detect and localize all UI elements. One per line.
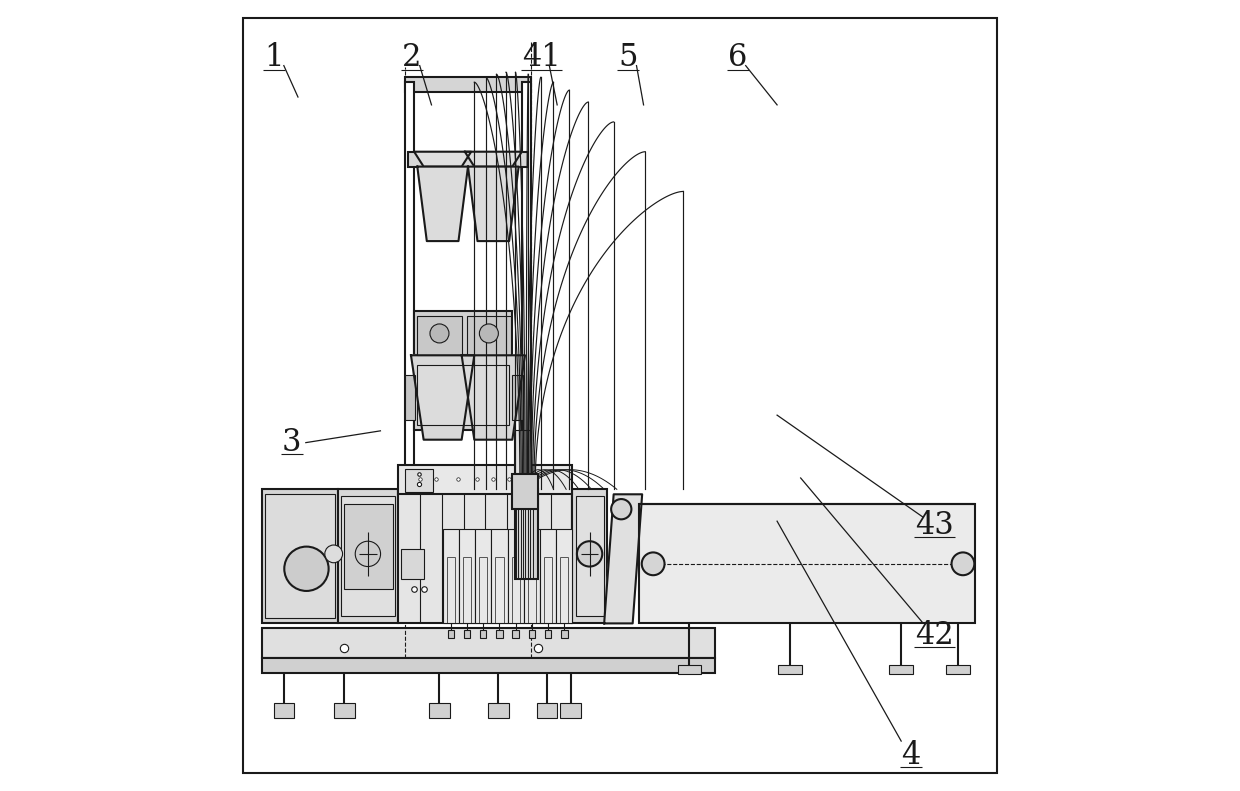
Bar <box>560 703 580 717</box>
Bar <box>490 477 502 490</box>
Circle shape <box>284 547 329 591</box>
Bar <box>274 703 294 717</box>
Text: 41: 41 <box>522 42 560 74</box>
Bar <box>404 470 433 492</box>
Bar <box>404 78 531 92</box>
Bar <box>398 490 573 623</box>
Bar <box>469 477 481 490</box>
Bar <box>262 658 715 673</box>
Bar <box>573 490 608 623</box>
Polygon shape <box>604 494 642 623</box>
Bar <box>402 549 424 579</box>
Text: 2: 2 <box>402 42 422 74</box>
Bar <box>677 665 701 675</box>
Bar <box>522 82 531 490</box>
Text: 6: 6 <box>728 42 748 74</box>
Bar <box>544 630 552 638</box>
Text: 3: 3 <box>281 427 301 458</box>
Bar <box>512 475 538 509</box>
Circle shape <box>355 541 381 566</box>
Bar <box>779 665 802 675</box>
Bar <box>556 477 568 490</box>
Bar <box>512 375 523 420</box>
Bar <box>429 703 450 717</box>
Polygon shape <box>410 355 475 440</box>
Bar <box>418 365 510 425</box>
Bar <box>562 630 568 638</box>
Bar <box>557 529 573 623</box>
Bar <box>262 490 339 623</box>
Bar <box>537 703 557 717</box>
Bar <box>496 630 502 638</box>
Bar <box>448 630 454 638</box>
Bar <box>414 311 512 355</box>
Bar <box>404 375 415 420</box>
Bar <box>639 504 975 623</box>
Bar <box>466 316 511 355</box>
Bar <box>515 430 531 490</box>
Bar <box>523 529 541 623</box>
Bar <box>414 360 512 430</box>
Bar <box>512 630 518 638</box>
Bar <box>889 665 913 675</box>
Bar <box>541 529 557 623</box>
Bar <box>575 496 604 616</box>
Bar <box>408 152 528 167</box>
Bar <box>262 628 715 658</box>
Polygon shape <box>461 355 525 440</box>
Bar <box>480 630 486 638</box>
Bar <box>339 490 398 623</box>
Circle shape <box>480 324 498 343</box>
Text: 5: 5 <box>618 42 637 74</box>
Bar <box>464 630 470 638</box>
Bar <box>459 529 475 623</box>
Bar <box>403 477 415 490</box>
Bar <box>491 529 507 623</box>
Circle shape <box>611 499 631 520</box>
Circle shape <box>325 545 342 562</box>
Polygon shape <box>467 167 518 241</box>
Bar <box>265 494 335 619</box>
Text: 43: 43 <box>915 509 954 540</box>
Bar <box>533 477 546 490</box>
Bar <box>424 477 438 490</box>
Bar <box>516 490 538 579</box>
Bar <box>946 665 970 675</box>
Bar <box>418 316 461 355</box>
Text: 4: 4 <box>901 740 920 770</box>
Polygon shape <box>414 152 471 167</box>
Circle shape <box>430 324 449 343</box>
Text: 1: 1 <box>264 42 284 74</box>
Circle shape <box>642 552 665 575</box>
Bar <box>507 529 523 623</box>
Polygon shape <box>418 167 467 241</box>
Bar <box>528 630 536 638</box>
Text: 42: 42 <box>915 619 954 650</box>
Bar <box>489 703 508 717</box>
Bar <box>512 477 525 490</box>
Bar <box>345 504 393 589</box>
Bar <box>446 477 459 490</box>
Bar <box>404 82 414 490</box>
Bar <box>398 464 573 494</box>
Circle shape <box>577 541 603 566</box>
Bar <box>443 529 459 623</box>
Bar <box>475 529 491 623</box>
Polygon shape <box>465 152 522 167</box>
Circle shape <box>951 552 975 575</box>
Bar <box>341 496 396 616</box>
Bar <box>335 703 355 717</box>
